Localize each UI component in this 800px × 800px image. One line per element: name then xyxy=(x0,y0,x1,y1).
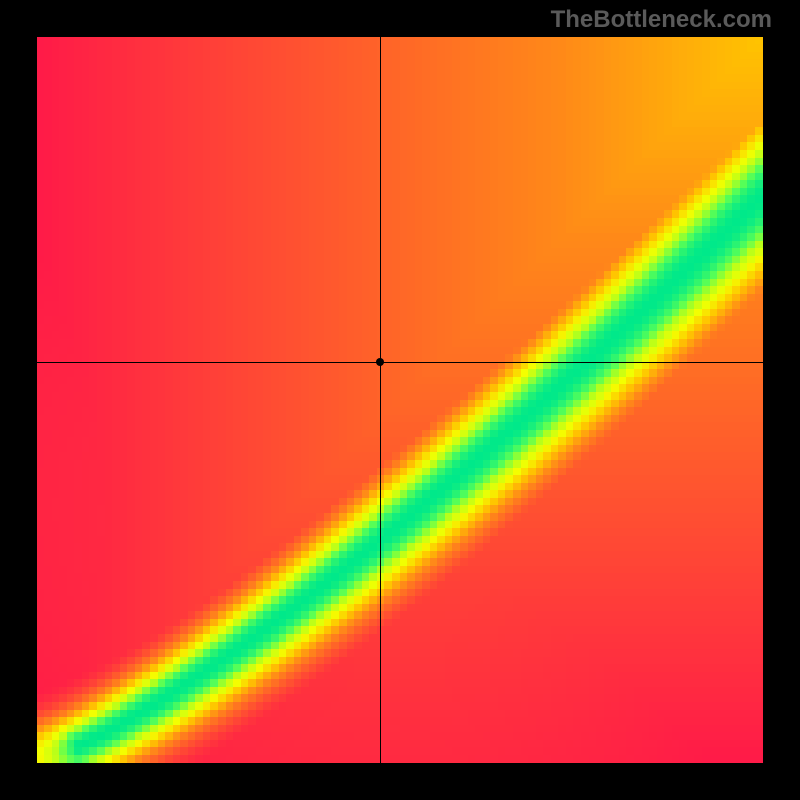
chart-container: TheBottleneck.com xyxy=(0,0,800,800)
watermark-text: TheBottleneck.com xyxy=(551,6,772,34)
data-point-marker xyxy=(376,358,384,366)
plot-area xyxy=(37,37,763,763)
crosshair-vertical xyxy=(380,37,381,763)
crosshair-horizontal xyxy=(37,362,763,363)
heatmap-canvas xyxy=(37,37,763,763)
